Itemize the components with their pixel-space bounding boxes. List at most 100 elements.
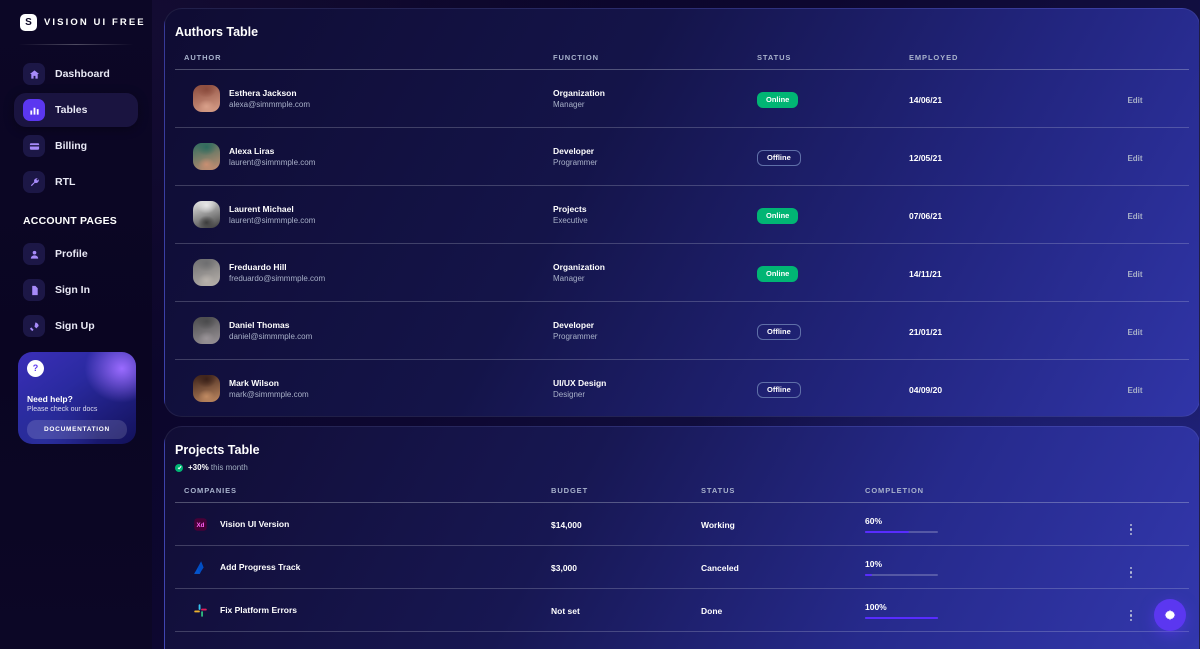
progress-bar-track [865, 573, 938, 576]
author-cell: Daniel Thomas daniel@simmmple.com [175, 301, 553, 360]
author-name: Freduardo Hill [229, 261, 287, 272]
author-name: Alexa Liras [229, 145, 275, 156]
progress-bar-fill [865, 573, 873, 576]
budget-cell: $14,000 [551, 502, 701, 546]
function-cell: Developer Programmer [553, 127, 757, 186]
author-name: Esthera Jackson [229, 87, 297, 98]
documentation-button[interactable]: DOCUMENTATION [27, 420, 127, 439]
projects-growth-line: +30% this month [165, 457, 1199, 472]
company-name: Add Progress Track [220, 562, 301, 572]
avatar [193, 317, 220, 344]
author-email: mark@simmmple.com [229, 389, 309, 399]
action-cell: Edit [1081, 127, 1189, 186]
question-mark-icon: ? [27, 360, 44, 377]
row-menu-cell [1073, 545, 1189, 589]
function-cell: Organization Manager [553, 69, 757, 128]
edit-button[interactable]: Edit [1127, 385, 1143, 395]
completion-percent: 60% [865, 515, 883, 526]
sidebar-item-signup[interactable]: Sign Up [14, 309, 138, 343]
authors-table-title: Authors Table [175, 25, 259, 39]
author-email: laurent@simmmple.com [229, 157, 316, 167]
edit-button[interactable]: Edit [1127, 95, 1143, 105]
author-email: laurent@simmmple.com [229, 215, 316, 225]
sidebar-label-signin: Sign In [55, 284, 90, 296]
settings-fab-button[interactable] [1154, 599, 1186, 631]
column-header-author: AUTHOR [175, 39, 553, 70]
avatar [193, 143, 220, 170]
function-role: Designer [553, 389, 586, 399]
sidebar-item-tables[interactable]: Tables [14, 93, 138, 127]
edit-button[interactable]: Edit [1127, 327, 1143, 337]
brand-name: VISION UI FREE [44, 17, 146, 28]
more-vertical-icon[interactable] [1129, 609, 1133, 621]
table-row: Esthera Jackson alexa@simmmple.com Organ… [175, 69, 1189, 128]
document-icon [23, 279, 45, 301]
more-vertical-icon[interactable] [1129, 566, 1133, 578]
gear-icon [1164, 609, 1176, 621]
credit-card-icon [23, 135, 45, 157]
column-header-budget: BUDGET [551, 472, 701, 503]
row-menu-cell [1073, 502, 1189, 546]
sidebar-divider [18, 44, 134, 45]
project-status-value: Done [701, 606, 723, 616]
author-cell: Alexa Liras laurent@simmmple.com [175, 127, 553, 186]
table-row: Alexa Liras laurent@simmmple.com Develop… [175, 127, 1189, 186]
status-badge: Offline [757, 381, 801, 398]
table-row: Mark Wilson mark@simmmple.com UI/UX Desi… [175, 359, 1189, 416]
function-name: UI/UX Design [553, 377, 607, 388]
author-name: Laurent Michael [229, 203, 294, 214]
edit-button[interactable]: Edit [1127, 211, 1143, 221]
function-role: Manager [553, 273, 585, 283]
sidebar-item-billing[interactable]: Billing [14, 129, 138, 163]
function-cell: UI/UX Design Designer [553, 359, 757, 416]
authors-table: AUTHOR FUNCTION STATUS EMPLOYED Esthera … [165, 39, 1199, 416]
status-cell: Offline [757, 359, 909, 416]
employed-date: 14/11/21 [909, 268, 942, 279]
brand-logo[interactable]: S VISION UI FREE [14, 0, 144, 31]
sidebar-label-tables: Tables [55, 104, 88, 116]
completion-cell: 60% [865, 502, 1073, 546]
function-name: Organization [553, 87, 605, 98]
company-cell: Xd Vision UI Version [175, 502, 551, 546]
column-header-function: FUNCTION [553, 39, 757, 70]
more-vertical-icon[interactable] [1129, 523, 1133, 535]
status-cell: Online [757, 69, 909, 128]
budget-value: $3,000 [551, 563, 577, 573]
sidebar-label-profile: Profile [55, 248, 88, 260]
function-role: Programmer [553, 157, 598, 167]
help-card-title: Need help? [27, 394, 73, 404]
column-header-action [1081, 39, 1189, 70]
table-row: Laurent Michael laurent@simmmple.com Pro… [175, 185, 1189, 244]
sidebar-item-profile[interactable]: Profile [14, 237, 138, 271]
function-name: Organization [553, 261, 605, 272]
company-cell: Fix Platform Errors [175, 588, 551, 632]
sidebar-item-rtl[interactable]: RTL [14, 165, 138, 199]
budget-cell: $3,000 [551, 545, 701, 589]
help-card: ? Need help? Please check our docs DOCUM… [18, 352, 136, 444]
main-content: Authors Table AUTHOR FUNCTION STATUS EMP… [164, 0, 1200, 649]
author-email: alexa@simmmple.com [229, 99, 311, 109]
author-name: Daniel Thomas [229, 319, 290, 330]
edit-button[interactable]: Edit [1127, 153, 1143, 163]
column-header-menu [1073, 472, 1189, 503]
function-name: Developer [553, 145, 595, 156]
author-cell: Laurent Michael laurent@simmmple.com [175, 185, 553, 244]
sidebar-item-dashboard[interactable]: Dashboard [14, 57, 138, 91]
projects-table-title: Projects Table [175, 443, 260, 457]
status-badge: Online [757, 91, 799, 108]
project-status-value: Canceled [701, 563, 739, 573]
employed-cell: 14/11/21 [909, 243, 1081, 302]
atlassian-icon [193, 560, 208, 575]
project-status-cell: Working [701, 502, 865, 546]
project-status-value: Working [701, 520, 735, 530]
employed-date: 21/01/21 [909, 326, 943, 337]
company-cell: Add Progress Track [175, 545, 551, 589]
employed-cell: 12/05/21 [909, 127, 1081, 186]
author-cell: Esthera Jackson alexa@simmmple.com [175, 69, 553, 128]
action-cell: Edit [1081, 243, 1189, 302]
sidebar-item-signin[interactable]: Sign In [14, 273, 138, 307]
table-row: Xd Vision UI Version $14,000 Working 60% [175, 502, 1189, 546]
company-name: Fix Platform Errors [220, 605, 297, 615]
column-header-completion: COMPLETION [865, 472, 1073, 503]
edit-button[interactable]: Edit [1127, 269, 1143, 279]
